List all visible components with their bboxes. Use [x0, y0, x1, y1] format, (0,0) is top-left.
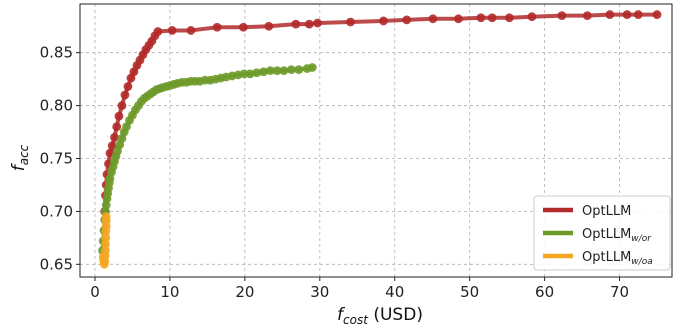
data-point-optllm-w-oa [101, 233, 111, 243]
data-point-optllm [622, 10, 632, 19]
legend-label-optllm-w-oa-sub: w/oa [631, 257, 652, 267]
data-point-optllm [487, 13, 497, 23]
legend-label-optllm: OptLLM [582, 204, 631, 219]
series-group [98, 10, 662, 269]
data-point-optllm-w-or [245, 69, 255, 79]
data-point-optllm-w-or [272, 66, 282, 76]
x-tick-label: 0 [90, 283, 100, 301]
data-point-optllm [476, 13, 486, 23]
data-point-optllm [264, 21, 274, 31]
y-tick-label: 0.75 [40, 149, 73, 167]
data-point-optllm [291, 19, 301, 29]
x-axis-label-unit: (USD) [368, 305, 423, 325]
y-axis-label-sub: acc [17, 144, 31, 165]
legend-label-optllm-w-or-main: OptLLM [582, 227, 631, 242]
data-point-optllm [346, 17, 355, 27]
data-point-optllm [186, 26, 196, 35]
data-point-optllm-w-or [286, 65, 296, 74]
data-point-optllm [212, 22, 222, 32]
data-point-optllm [117, 101, 127, 110]
data-point-optllm [123, 82, 133, 91]
plot-frame [79, 3, 673, 278]
x-axis-label-main: f [337, 305, 346, 325]
data-point-optllm-w-or [307, 63, 317, 72]
data-point-optllm [454, 14, 463, 24]
x-axis-label: fcost (USD) [337, 305, 423, 327]
data-point-optllm [428, 14, 438, 24]
data-point-optllm-w-or [259, 67, 268, 77]
y-tick-label: 0.85 [40, 44, 73, 62]
x-tick-label: 40 [385, 283, 404, 301]
data-point-optllm [605, 10, 615, 19]
data-point-optllm [504, 13, 514, 23]
data-point-optllm [238, 22, 248, 32]
data-point-optllm-w-or [294, 65, 304, 74]
data-point-optllm-w-oa [101, 212, 111, 222]
data-point-optllm [633, 10, 643, 19]
data-point-optllm [652, 10, 662, 19]
axis-ticks: 0 10 20 30 40 50 60 70 0.65 0.70 0.75 0.80 0.85 [40, 44, 629, 301]
x-tick-label: 50 [460, 283, 479, 301]
data-point-optllm [304, 19, 314, 29]
x-tick-label: 30 [310, 283, 329, 301]
data-point-optllm [557, 11, 567, 21]
data-point-optllm [153, 27, 163, 36]
legend-label-optllm-w-oa: OptLLMw/oa [582, 250, 653, 267]
x-tick-label: 70 [610, 283, 629, 301]
legend: OptLLM OptLLMw/or OptLLMw/oa [533, 195, 671, 271]
data-point-optllm [167, 26, 177, 35]
x-tick-label: 60 [535, 283, 554, 301]
x-tick-label: 10 [160, 283, 179, 301]
data-point-optllm [527, 12, 537, 22]
series-line-optllm [102, 12, 660, 214]
legend-label-optllm-w-oa-main: OptLLM [582, 250, 631, 265]
data-point-optllm-w-oa [101, 246, 110, 255]
data-point-optllm [379, 16, 388, 26]
data-point-optllm [112, 122, 122, 132]
data-point-optllm-w-oa [101, 239, 110, 249]
data-point-optllm [582, 11, 592, 21]
legend-label-optllm-w-or-sub: w/or [631, 234, 652, 244]
x-axis-label-sub: cost [343, 313, 369, 327]
data-point-optllm-w-or [252, 68, 262, 78]
data-point-optllm [110, 132, 119, 142]
y-axis-label: facc [9, 144, 31, 171]
data-point-optllm-w-or [279, 66, 289, 76]
legend-box [533, 195, 671, 271]
y-tick-label: 0.80 [40, 97, 73, 115]
legend-label-optllm-main: OptLLM [582, 204, 631, 219]
series-optllm-w-or [98, 63, 317, 255]
data-point-optllm [120, 90, 130, 100]
data-point-optllm [313, 18, 322, 28]
data-point-optllm [402, 15, 412, 25]
series-optllm-w-oa [98, 212, 111, 269]
y-tick-label: 0.70 [40, 202, 73, 220]
y-tick-label: 0.65 [40, 255, 73, 273]
y-axis-label-main: f [9, 162, 29, 171]
legend-label-optllm-w-or: OptLLMw/or [582, 227, 652, 244]
data-point-optllm-w-or [265, 66, 275, 76]
data-point-optllm [114, 111, 124, 121]
x-tick-label: 20 [235, 283, 254, 301]
